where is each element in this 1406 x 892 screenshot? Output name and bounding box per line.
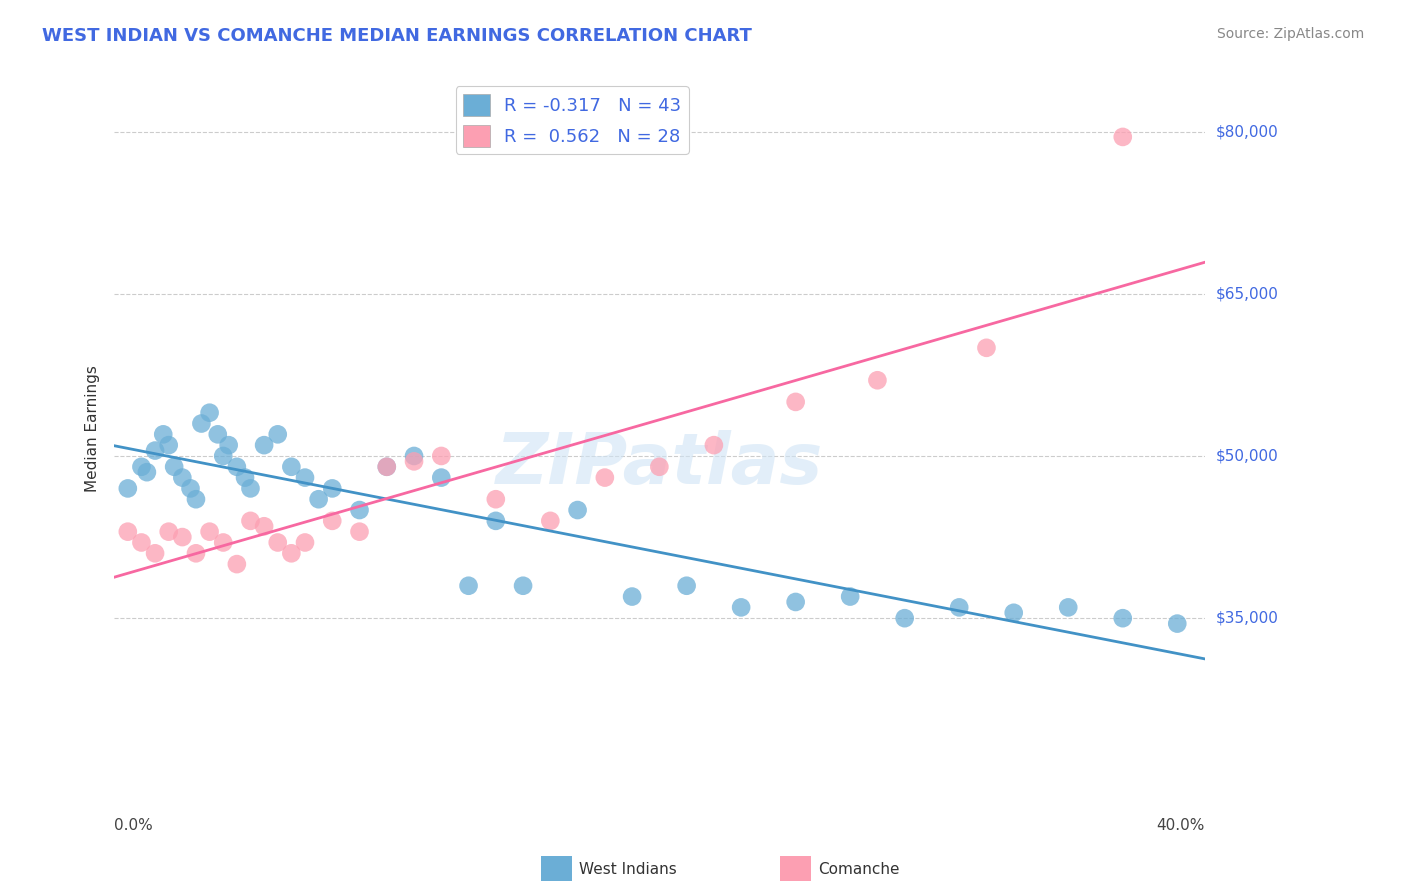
Point — [253, 438, 276, 452]
Point — [321, 514, 343, 528]
Point — [207, 427, 229, 442]
Point — [839, 590, 862, 604]
Point — [948, 600, 970, 615]
Point — [375, 459, 398, 474]
Point — [321, 482, 343, 496]
Point — [866, 373, 889, 387]
Point — [198, 524, 221, 539]
Point — [184, 546, 207, 560]
Point — [512, 579, 534, 593]
Point — [117, 524, 139, 539]
Point — [294, 470, 316, 484]
Legend: R = -0.317   N = 43, R =  0.562   N = 28: R = -0.317 N = 43, R = 0.562 N = 28 — [456, 87, 689, 154]
Point — [621, 590, 644, 604]
Point — [225, 557, 247, 571]
Point — [131, 535, 153, 549]
Point — [135, 465, 157, 479]
Point — [430, 470, 453, 484]
Text: West Indians: West Indians — [579, 863, 678, 877]
Point — [172, 530, 194, 544]
Point — [180, 482, 202, 496]
Text: 40.0%: 40.0% — [1156, 818, 1205, 833]
Point — [198, 406, 221, 420]
Point — [225, 459, 247, 474]
Point — [267, 535, 290, 549]
Point — [157, 524, 180, 539]
Point — [280, 459, 302, 474]
Y-axis label: Median Earnings: Median Earnings — [86, 366, 100, 492]
Point — [893, 611, 915, 625]
Text: $50,000: $50,000 — [1216, 449, 1278, 464]
Point — [280, 546, 302, 560]
Point — [485, 514, 508, 528]
Point — [675, 579, 697, 593]
Text: Source: ZipAtlas.com: Source: ZipAtlas.com — [1216, 27, 1364, 41]
Point — [239, 514, 262, 528]
Point — [538, 514, 561, 528]
Point — [190, 417, 212, 431]
Point — [218, 438, 240, 452]
Text: $35,000: $35,000 — [1216, 611, 1278, 625]
Point — [131, 459, 153, 474]
Point — [703, 438, 725, 452]
Point — [349, 524, 371, 539]
Point — [976, 341, 998, 355]
Text: Comanche: Comanche — [818, 863, 900, 877]
Point — [239, 482, 262, 496]
Text: $65,000: $65,000 — [1216, 286, 1278, 301]
Point — [143, 443, 166, 458]
Point — [1166, 616, 1188, 631]
Point — [430, 449, 453, 463]
Text: WEST INDIAN VS COMANCHE MEDIAN EARNINGS CORRELATION CHART: WEST INDIAN VS COMANCHE MEDIAN EARNINGS … — [42, 27, 752, 45]
Point — [730, 600, 752, 615]
Point — [485, 492, 508, 507]
Text: ZIPatlas: ZIPatlas — [496, 430, 823, 499]
Point — [172, 470, 194, 484]
Point — [212, 449, 235, 463]
Point — [163, 459, 186, 474]
Point — [233, 470, 256, 484]
Point — [402, 449, 425, 463]
Point — [157, 438, 180, 452]
Point — [267, 427, 290, 442]
Point — [1112, 611, 1135, 625]
Point — [375, 459, 398, 474]
Point — [349, 503, 371, 517]
Point — [1002, 606, 1025, 620]
Point — [184, 492, 207, 507]
Point — [648, 459, 671, 474]
Text: 0.0%: 0.0% — [114, 818, 153, 833]
Point — [117, 482, 139, 496]
Point — [294, 535, 316, 549]
Point — [152, 427, 174, 442]
Point — [785, 595, 807, 609]
Point — [308, 492, 330, 507]
Point — [457, 579, 479, 593]
Point — [212, 535, 235, 549]
Point — [1057, 600, 1080, 615]
Point — [253, 519, 276, 533]
Point — [567, 503, 589, 517]
Point — [1112, 130, 1135, 145]
Point — [143, 546, 166, 560]
Text: $80,000: $80,000 — [1216, 124, 1278, 139]
Point — [785, 395, 807, 409]
Point — [402, 454, 425, 468]
Point — [593, 470, 616, 484]
